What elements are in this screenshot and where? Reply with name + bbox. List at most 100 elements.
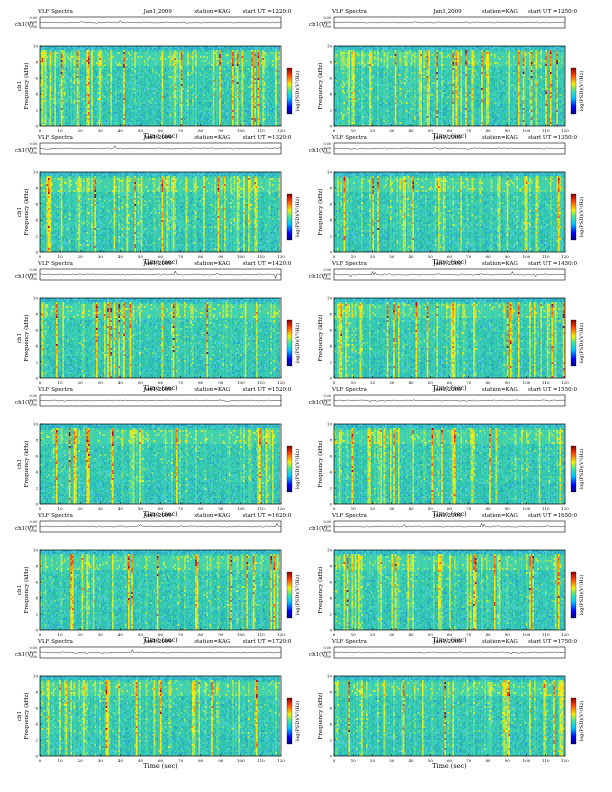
spectrogram-cell (184, 48, 186, 50)
spectrogram-cell (86, 70, 88, 72)
spectrogram-cell (77, 88, 79, 90)
spectrogram-cell (144, 62, 146, 64)
spectrogram-cell (107, 82, 109, 84)
spectrogram-cell (50, 58, 52, 60)
spectrogram-cell (165, 70, 167, 72)
spectrogram-cell (123, 48, 125, 50)
spectrogram-cell (198, 94, 200, 96)
spectrogram-cell (158, 84, 160, 86)
spectrogram-cell (270, 84, 272, 86)
ch1-tick-label: 0.00 (29, 21, 37, 25)
spectrogram-cell (61, 56, 63, 58)
spectrogram-cell (43, 80, 45, 82)
spectrogram-cell (104, 66, 106, 68)
spectrogram-cell (138, 60, 140, 62)
spectrogram-cell (117, 60, 119, 62)
spectrogram-cell (210, 84, 212, 86)
spectrogram-cell (179, 56, 181, 58)
spectrogram-cell (82, 50, 84, 52)
spectrogram-cell (254, 78, 256, 80)
spectrogram-cell (200, 98, 202, 100)
spectrogram-cell (139, 64, 141, 66)
spectrogram-cell (246, 86, 248, 88)
spectrogram-cell (114, 92, 116, 94)
spectrogram-cell (74, 80, 76, 82)
spectrogram-cell (74, 78, 76, 80)
spectrogram-cell (176, 54, 178, 56)
spectrogram-cell (259, 90, 261, 92)
spectrogram-cell (270, 94, 272, 96)
spectrogram-cell (54, 88, 56, 90)
spectrogram-cell (155, 58, 157, 60)
spectrogram-cell (194, 56, 196, 58)
spectrogram-cell (245, 76, 247, 78)
spectrogram-cell (250, 98, 252, 100)
spectrogram-cell (136, 64, 138, 66)
spectrogram-cell (274, 90, 276, 92)
spectrogram-cell (184, 62, 186, 64)
spectrogram-cell (70, 56, 72, 58)
spectrogram-cell (237, 70, 239, 72)
spectrogram-cell (250, 66, 252, 68)
spectrogram-cell (165, 48, 167, 50)
spectrogram-cell (222, 64, 224, 66)
spectrogram-cell (170, 84, 172, 86)
spectrogram-cell (102, 76, 104, 78)
spectrogram-cell (253, 70, 255, 72)
spectrogram-cell (181, 80, 183, 82)
spectrogram-cell (245, 84, 247, 86)
spectrogram-cell (93, 92, 95, 94)
spectrogram-cell (166, 50, 168, 52)
spectrogram-cell (189, 94, 191, 96)
spectrogram-cell (138, 58, 140, 60)
spectrogram-cell (182, 96, 184, 98)
spectrogram-cell (250, 82, 252, 84)
spectrogram-cell (109, 58, 111, 60)
spectrogram-cell (96, 70, 98, 72)
spectrogram-cell (240, 98, 242, 100)
spectrogram-cell (227, 94, 229, 96)
spectrogram-cell (181, 72, 183, 74)
spectrogram-cell (128, 74, 130, 76)
spectrogram-cell (197, 54, 199, 56)
spectrogram-cell (267, 88, 269, 90)
spectrogram-cell (43, 58, 45, 60)
spectrogram-cell (51, 100, 53, 102)
spectrogram-cell (184, 84, 186, 86)
spectrogram-cell (46, 88, 48, 90)
spectrogram-cell (226, 98, 228, 100)
spectrogram-cell (107, 72, 109, 74)
spectrogram-cell (77, 50, 79, 52)
spectrogram-cell (144, 82, 146, 84)
spectrogram-cell (88, 60, 90, 62)
spectrogram-cell (187, 56, 189, 58)
spectrogram-cell (210, 78, 212, 80)
spectrogram-cell (120, 90, 122, 92)
spectrogram-cell (152, 90, 154, 92)
spectrogram-cell (171, 70, 173, 72)
spectrogram-cell (138, 52, 140, 54)
spectrogram-cell (46, 78, 48, 80)
spectrogram-cell (242, 92, 244, 94)
spectrogram-cell (69, 90, 71, 92)
spectrogram-cell (134, 90, 136, 92)
spectrogram-cell (74, 70, 76, 72)
spectrogram-cell (275, 74, 277, 76)
spectrogram-cell (120, 96, 122, 98)
spectrogram-cell (189, 68, 191, 70)
spectrogram-cell (104, 88, 106, 90)
spectrogram-cell (245, 96, 247, 98)
spectrogram-cell (43, 48, 45, 50)
spectrogram-cell (77, 90, 79, 92)
spectrogram-cell (234, 62, 236, 64)
spectrogram-cell (206, 68, 208, 70)
spectrogram-cell (126, 56, 128, 58)
spectrogram-cell (157, 64, 159, 66)
spectrogram-cell (234, 68, 236, 70)
spectrogram-cell (162, 78, 164, 80)
spectrogram-cell (48, 66, 50, 68)
spectrogram-cell (182, 72, 184, 74)
spectrogram-cell (93, 74, 95, 76)
spectrogram-cell (144, 94, 146, 96)
spectrogram-cell (150, 66, 152, 68)
